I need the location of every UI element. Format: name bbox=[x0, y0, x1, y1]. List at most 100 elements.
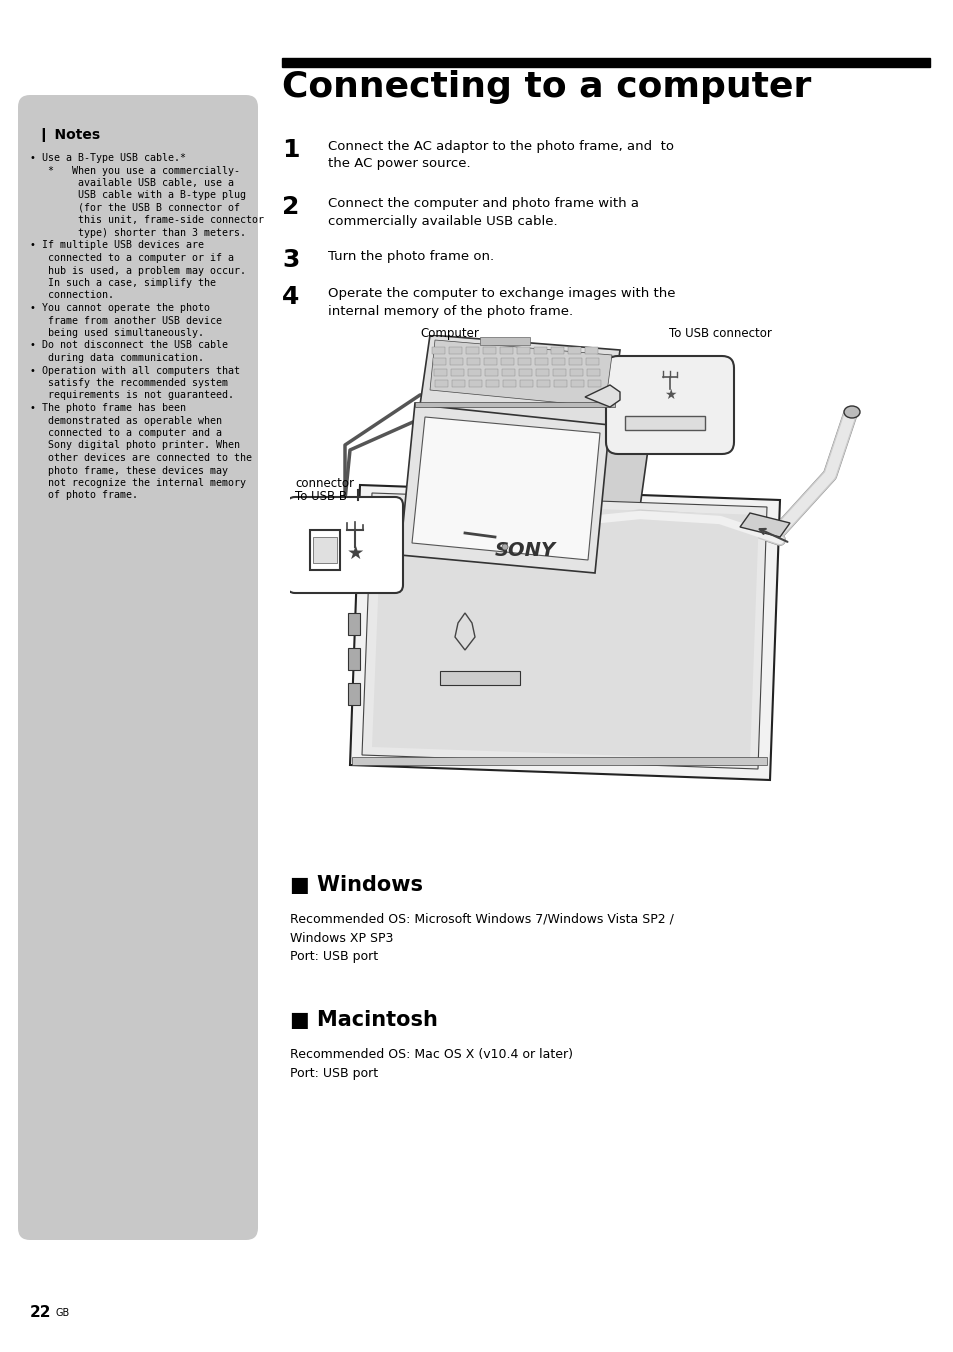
Text: being used simultaneously.: being used simultaneously. bbox=[30, 329, 204, 338]
Ellipse shape bbox=[843, 406, 859, 418]
Text: connected to a computer or if a: connected to a computer or if a bbox=[30, 253, 233, 264]
Bar bbox=[467, 358, 479, 365]
Bar bbox=[483, 358, 497, 365]
Bar bbox=[554, 380, 566, 387]
Bar bbox=[552, 358, 564, 365]
Bar bbox=[451, 369, 463, 376]
Bar bbox=[313, 537, 336, 562]
Text: • Use a B-Type USB cable.*: • Use a B-Type USB cable.* bbox=[30, 153, 186, 164]
Text: In such a case, simplify the: In such a case, simplify the bbox=[30, 279, 215, 288]
Text: requirements is not guaranteed.: requirements is not guaranteed. bbox=[30, 391, 233, 400]
Text: ★: ★ bbox=[346, 544, 363, 562]
Bar bbox=[432, 347, 444, 354]
Bar bbox=[568, 358, 581, 365]
Bar bbox=[310, 530, 339, 571]
Text: GB: GB bbox=[56, 1307, 71, 1318]
Bar bbox=[482, 347, 496, 354]
Polygon shape bbox=[412, 416, 599, 560]
Text: Recommended OS: Mac OS X (v10.4 or later)
Port: USB port: Recommended OS: Mac OS X (v10.4 or later… bbox=[290, 1048, 573, 1079]
Bar bbox=[469, 380, 481, 387]
Bar bbox=[502, 380, 516, 387]
Bar bbox=[282, 58, 929, 68]
Text: photo frame, these devices may: photo frame, these devices may bbox=[30, 465, 228, 476]
Circle shape bbox=[359, 548, 384, 572]
Bar bbox=[348, 612, 359, 635]
Bar bbox=[553, 369, 565, 376]
Polygon shape bbox=[372, 502, 759, 760]
Text: Operate the computer to exchange images with the
internal memory of the photo fr: Operate the computer to exchange images … bbox=[328, 287, 675, 318]
Bar bbox=[534, 347, 546, 354]
Polygon shape bbox=[479, 425, 649, 507]
Bar bbox=[452, 380, 464, 387]
Bar bbox=[586, 369, 599, 376]
Text: To USB B: To USB B bbox=[294, 489, 347, 503]
Text: type) shorter than 3 meters.: type) shorter than 3 meters. bbox=[30, 228, 246, 238]
Polygon shape bbox=[399, 403, 609, 573]
Bar bbox=[352, 757, 766, 765]
Bar bbox=[624, 416, 704, 430]
Polygon shape bbox=[584, 385, 619, 407]
Bar bbox=[434, 369, 447, 376]
Text: Connecting to a computer: Connecting to a computer bbox=[282, 70, 810, 104]
FancyBboxPatch shape bbox=[18, 95, 257, 1240]
Text: To USB connector: To USB connector bbox=[668, 327, 771, 339]
Text: during data communication.: during data communication. bbox=[30, 353, 204, 362]
Bar bbox=[517, 358, 531, 365]
Text: available USB cable, use a: available USB cable, use a bbox=[30, 178, 233, 188]
Text: this unit, frame-side connector: this unit, frame-side connector bbox=[30, 215, 264, 226]
Text: Connect the computer and photo frame with a
commercially available USB cable.: Connect the computer and photo frame wit… bbox=[328, 197, 639, 227]
Text: • If multiple USB devices are: • If multiple USB devices are bbox=[30, 241, 204, 250]
Text: other devices are connected to the: other devices are connected to the bbox=[30, 453, 252, 462]
Text: ★: ★ bbox=[663, 388, 676, 402]
Text: ■ Windows: ■ Windows bbox=[290, 875, 422, 895]
Text: not recognize the internal memory: not recognize the internal memory bbox=[30, 479, 246, 488]
Text: Recommended OS: Microsoft Windows 7/Windows Vista SP2 /
Windows XP SP3
Port: USB: Recommended OS: Microsoft Windows 7/Wind… bbox=[290, 913, 673, 963]
Text: • Do not disconnect the USB cable: • Do not disconnect the USB cable bbox=[30, 341, 228, 350]
Text: Computer: Computer bbox=[420, 327, 479, 339]
Circle shape bbox=[352, 539, 392, 580]
Bar bbox=[433, 358, 446, 365]
Text: connected to a computer and a: connected to a computer and a bbox=[30, 429, 222, 438]
Bar bbox=[536, 369, 548, 376]
Polygon shape bbox=[430, 339, 612, 407]
Text: SONY: SONY bbox=[495, 541, 556, 560]
Text: frame from another USB device: frame from another USB device bbox=[30, 315, 222, 326]
Bar bbox=[468, 369, 480, 376]
Text: Turn the photo frame on.: Turn the photo frame on. bbox=[328, 250, 494, 264]
Polygon shape bbox=[361, 493, 766, 769]
Bar bbox=[348, 648, 359, 671]
Text: ❙ Notes: ❙ Notes bbox=[38, 128, 100, 142]
Circle shape bbox=[501, 544, 507, 550]
Polygon shape bbox=[569, 395, 659, 456]
Bar bbox=[569, 369, 582, 376]
Bar bbox=[500, 358, 514, 365]
Bar bbox=[518, 369, 532, 376]
Bar bbox=[485, 380, 498, 387]
Text: (for the USB B connector of: (for the USB B connector of bbox=[30, 203, 240, 214]
Bar bbox=[537, 380, 550, 387]
Text: 22: 22 bbox=[30, 1305, 51, 1320]
Bar bbox=[439, 671, 519, 685]
Bar bbox=[450, 358, 462, 365]
Bar bbox=[435, 380, 448, 387]
Text: • Operation with all computers that: • Operation with all computers that bbox=[30, 365, 240, 376]
Bar bbox=[415, 402, 615, 407]
Bar bbox=[501, 369, 515, 376]
Text: *   When you use a commercially-: * When you use a commercially- bbox=[30, 165, 240, 176]
Text: 3: 3 bbox=[282, 247, 299, 272]
Bar bbox=[567, 347, 580, 354]
Text: 1: 1 bbox=[282, 138, 299, 162]
Bar bbox=[535, 358, 547, 365]
FancyBboxPatch shape bbox=[605, 356, 733, 454]
Bar bbox=[479, 337, 530, 345]
Polygon shape bbox=[419, 335, 619, 425]
Bar bbox=[517, 347, 530, 354]
Text: connection.: connection. bbox=[30, 291, 113, 300]
Bar bbox=[584, 347, 598, 354]
Text: ■ Macintosh: ■ Macintosh bbox=[290, 1010, 437, 1030]
Bar bbox=[587, 380, 600, 387]
Bar bbox=[449, 347, 461, 354]
Text: satisfy the recommended system: satisfy the recommended system bbox=[30, 379, 228, 388]
Text: Connect the AC adaptor to the photo frame, and  to
the AC power source.: Connect the AC adaptor to the photo fram… bbox=[328, 141, 673, 170]
Text: Sony digital photo printer. When: Sony digital photo printer. When bbox=[30, 441, 240, 450]
